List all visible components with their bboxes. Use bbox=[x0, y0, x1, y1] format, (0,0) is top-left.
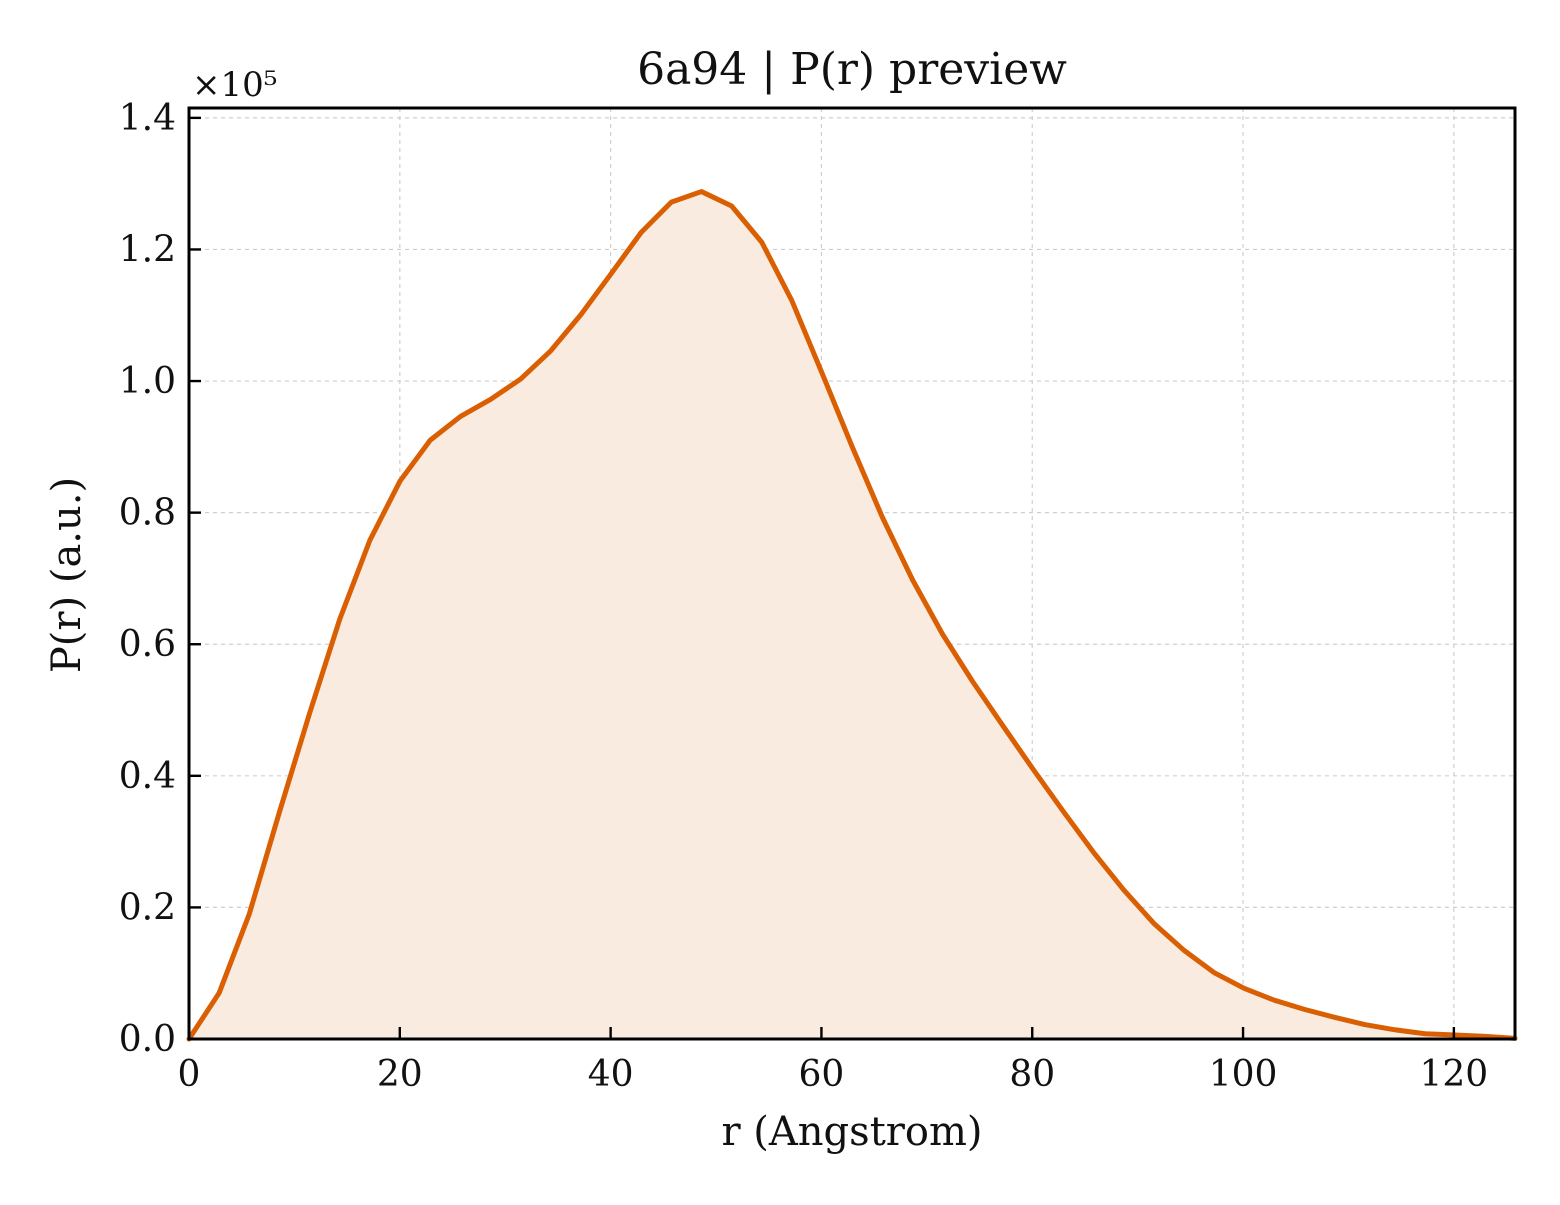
x-tick-label: 60 bbox=[799, 1054, 845, 1095]
y-tick-label: 1.0 bbox=[119, 361, 176, 402]
area-layer bbox=[186, 189, 1518, 1042]
ticks-layer: 0 20 40 60 80 100 120 0.0 0.2 0.4 0.6 0.8 1.0 1.2 1.4 bbox=[119, 98, 1488, 1095]
y-tick-label: 1.2 bbox=[119, 229, 176, 270]
axes-layer bbox=[187, 106, 1517, 1041]
x-tick-label: 80 bbox=[1009, 1054, 1055, 1095]
x-tick-label: 20 bbox=[377, 1054, 423, 1095]
y-axis-label: P(r) (a.u.) bbox=[44, 477, 90, 673]
x-axis-label: r (Angstrom) bbox=[721, 1109, 982, 1155]
pr-area-fill bbox=[189, 191, 1515, 1039]
plot-frame bbox=[187, 106, 1517, 1041]
y-tick-label: 0.2 bbox=[119, 887, 176, 928]
y-tick-label: 0.8 bbox=[119, 493, 176, 534]
y-tick-label: 0.0 bbox=[119, 1019, 176, 1060]
x-tick-label: 100 bbox=[1209, 1054, 1278, 1095]
y-tick-label: 0.6 bbox=[119, 624, 176, 665]
pr-curve-line bbox=[186, 189, 1518, 1042]
y-tick-label: 0.4 bbox=[119, 756, 176, 797]
x-tick-label: 120 bbox=[1420, 1054, 1489, 1095]
y-axis-multiplier: ×10⁵ bbox=[192, 65, 277, 105]
x-tick-label: 40 bbox=[588, 1054, 634, 1095]
chart-title: 6a94 | P(r) preview bbox=[637, 44, 1067, 95]
y-tick-label: 1.4 bbox=[119, 98, 176, 139]
x-tick-label: 0 bbox=[178, 1054, 201, 1095]
